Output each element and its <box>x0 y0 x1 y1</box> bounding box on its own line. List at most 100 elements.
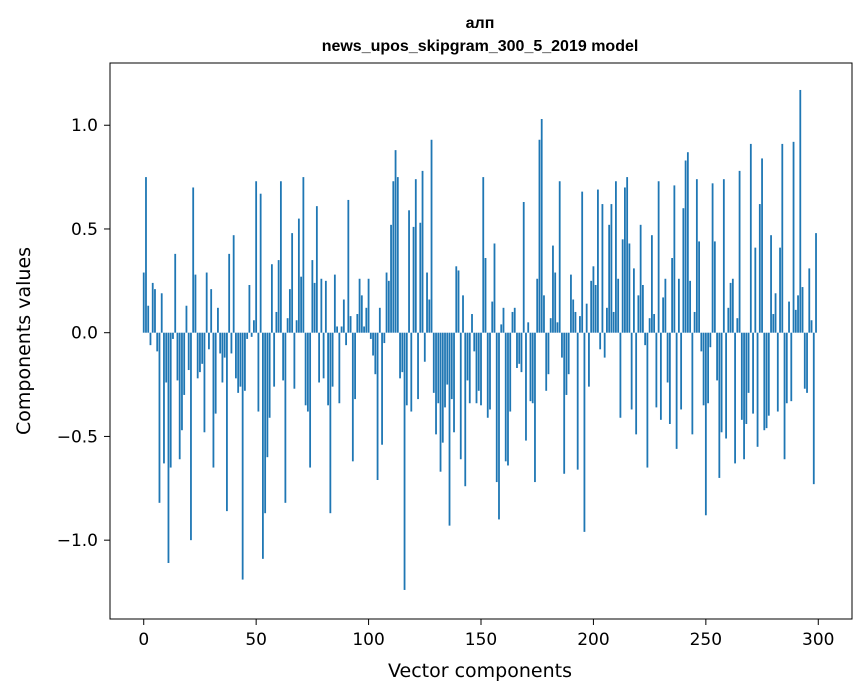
bar-55 <box>266 332 269 458</box>
bar-148 <box>475 332 478 404</box>
bar-123 <box>419 222 422 333</box>
bar-262 <box>731 278 734 333</box>
bar-21 <box>190 332 192 541</box>
bar-130 <box>435 332 437 435</box>
bar-234 <box>668 332 671 424</box>
bar-203 <box>599 332 602 350</box>
bar-36 <box>223 332 226 358</box>
x-tick-label: 300 <box>802 630 834 650</box>
bar-144 <box>466 332 469 381</box>
bar-299 <box>815 233 817 333</box>
bar-134 <box>444 332 446 408</box>
bar-135 <box>446 332 449 385</box>
bar-167 <box>518 332 521 364</box>
bar-166 <box>516 332 518 368</box>
bar-43 <box>239 332 242 387</box>
bar-76 <box>313 282 316 333</box>
bar-114 <box>399 332 401 379</box>
bar-61 <box>279 181 282 333</box>
bar-178 <box>543 295 545 333</box>
bar-164 <box>511 311 514 333</box>
x-tick-label: 0 <box>138 630 149 650</box>
bar-159 <box>500 324 503 333</box>
bar-149 <box>477 332 480 391</box>
bar-222 <box>641 284 644 333</box>
bar-292 <box>799 89 802 333</box>
bar-14 <box>174 253 177 333</box>
bar-285 <box>783 332 786 460</box>
bar-213 <box>621 239 624 333</box>
bar-83 <box>329 332 332 514</box>
bar-78 <box>318 332 321 383</box>
bar-207 <box>608 224 611 333</box>
bar-19 <box>185 305 188 333</box>
bar-205 <box>603 332 606 358</box>
bar-152 <box>484 258 487 333</box>
bar-28 <box>205 272 208 333</box>
bar-225 <box>648 318 651 333</box>
bar-101 <box>369 332 372 339</box>
bar-274 <box>758 204 761 333</box>
bar-150 <box>480 332 482 406</box>
bar-287 <box>788 301 790 333</box>
bar-175 <box>536 278 539 333</box>
bar-156 <box>493 243 496 333</box>
bar-183 <box>554 272 557 333</box>
bar-173 <box>531 332 534 404</box>
bar-84 <box>331 332 334 387</box>
bar-280 <box>772 314 775 333</box>
bar-141 <box>459 332 462 460</box>
bar-250 <box>704 332 707 516</box>
bar-153 <box>486 332 489 418</box>
bar-115 <box>401 332 404 373</box>
bar-69 <box>297 218 300 333</box>
bar-293 <box>801 287 804 333</box>
bar-145 <box>468 332 471 404</box>
bar-206 <box>606 307 608 333</box>
bar-162 <box>507 332 509 466</box>
bar-62 <box>282 332 285 381</box>
bar-277 <box>765 332 768 429</box>
bar-70 <box>300 276 303 333</box>
bar-197 <box>585 303 588 333</box>
bar-261 <box>729 282 732 333</box>
bar-275 <box>761 158 763 333</box>
bar-67 <box>293 332 296 389</box>
bar-127 <box>428 299 431 333</box>
bar-104 <box>376 332 379 480</box>
bar-125 <box>423 332 426 362</box>
bar-88 <box>340 326 343 333</box>
bar-46 <box>246 332 249 339</box>
bar-273 <box>756 332 759 447</box>
bar-169 <box>522 202 525 333</box>
bar-146 <box>471 314 473 333</box>
bar-291 <box>797 295 799 333</box>
bar-39 <box>230 332 233 354</box>
bar-172 <box>529 332 532 402</box>
bar-267 <box>743 332 745 460</box>
bar-1 <box>145 177 147 333</box>
bar-297 <box>810 320 813 333</box>
bar-258 <box>722 179 725 333</box>
bar-184 <box>556 322 559 333</box>
bar-242 <box>686 152 689 333</box>
bar-209 <box>612 311 615 333</box>
bar-4 <box>151 282 154 333</box>
bar-223 <box>644 332 647 346</box>
y-tick-label: 0.5 <box>71 220 98 240</box>
bar-80 <box>322 332 325 379</box>
bar-26 <box>201 332 204 364</box>
bar-238 <box>677 278 680 333</box>
bar-264 <box>736 318 739 333</box>
ticks-group: 0 50 100 150 200 250 300 −1.0 −0.5 0.0 0.5 1.0 <box>57 116 835 650</box>
bar-58 <box>273 332 276 387</box>
bar-200 <box>592 266 595 333</box>
bar-208 <box>610 204 613 333</box>
bar-239 <box>680 332 683 410</box>
bar-281 <box>774 293 777 333</box>
bar-137 <box>450 332 453 400</box>
bar-218 <box>633 268 635 333</box>
bar-298 <box>812 332 815 485</box>
bar-257 <box>720 332 723 433</box>
bar-47 <box>248 284 251 333</box>
